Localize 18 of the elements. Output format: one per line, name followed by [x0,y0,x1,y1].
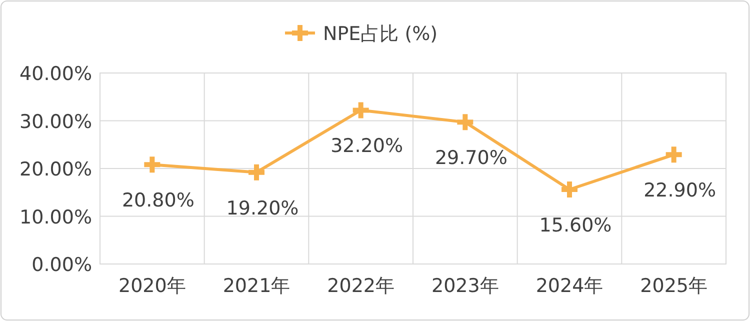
data-label: 22.90% [644,180,716,202]
x-tick-label: 2022年 [327,275,395,297]
x-tick-label: 2025年 [640,275,708,297]
x-tick-label: 2020年 [118,275,186,297]
x-tick-label: 2021年 [222,275,290,297]
data-label: 19.20% [226,197,299,220]
data-label: 29.70% [434,147,508,170]
y-tick-label: 40.00% [20,63,92,85]
x-tick-label: 2023年 [431,275,499,297]
y-tick-label: 0.00% [32,254,92,276]
data-label: 32.20% [330,135,404,158]
y-tick-label: 20.00% [20,158,92,180]
data-label: 20.80% [122,190,194,212]
data-label: 15.60% [539,214,612,237]
y-tick-label: 30.00% [20,110,92,133]
y-tick-label: 10.00% [20,206,92,228]
legend-label: NPE占比 (%) [323,23,438,45]
x-tick-label: 2024年 [536,275,604,297]
